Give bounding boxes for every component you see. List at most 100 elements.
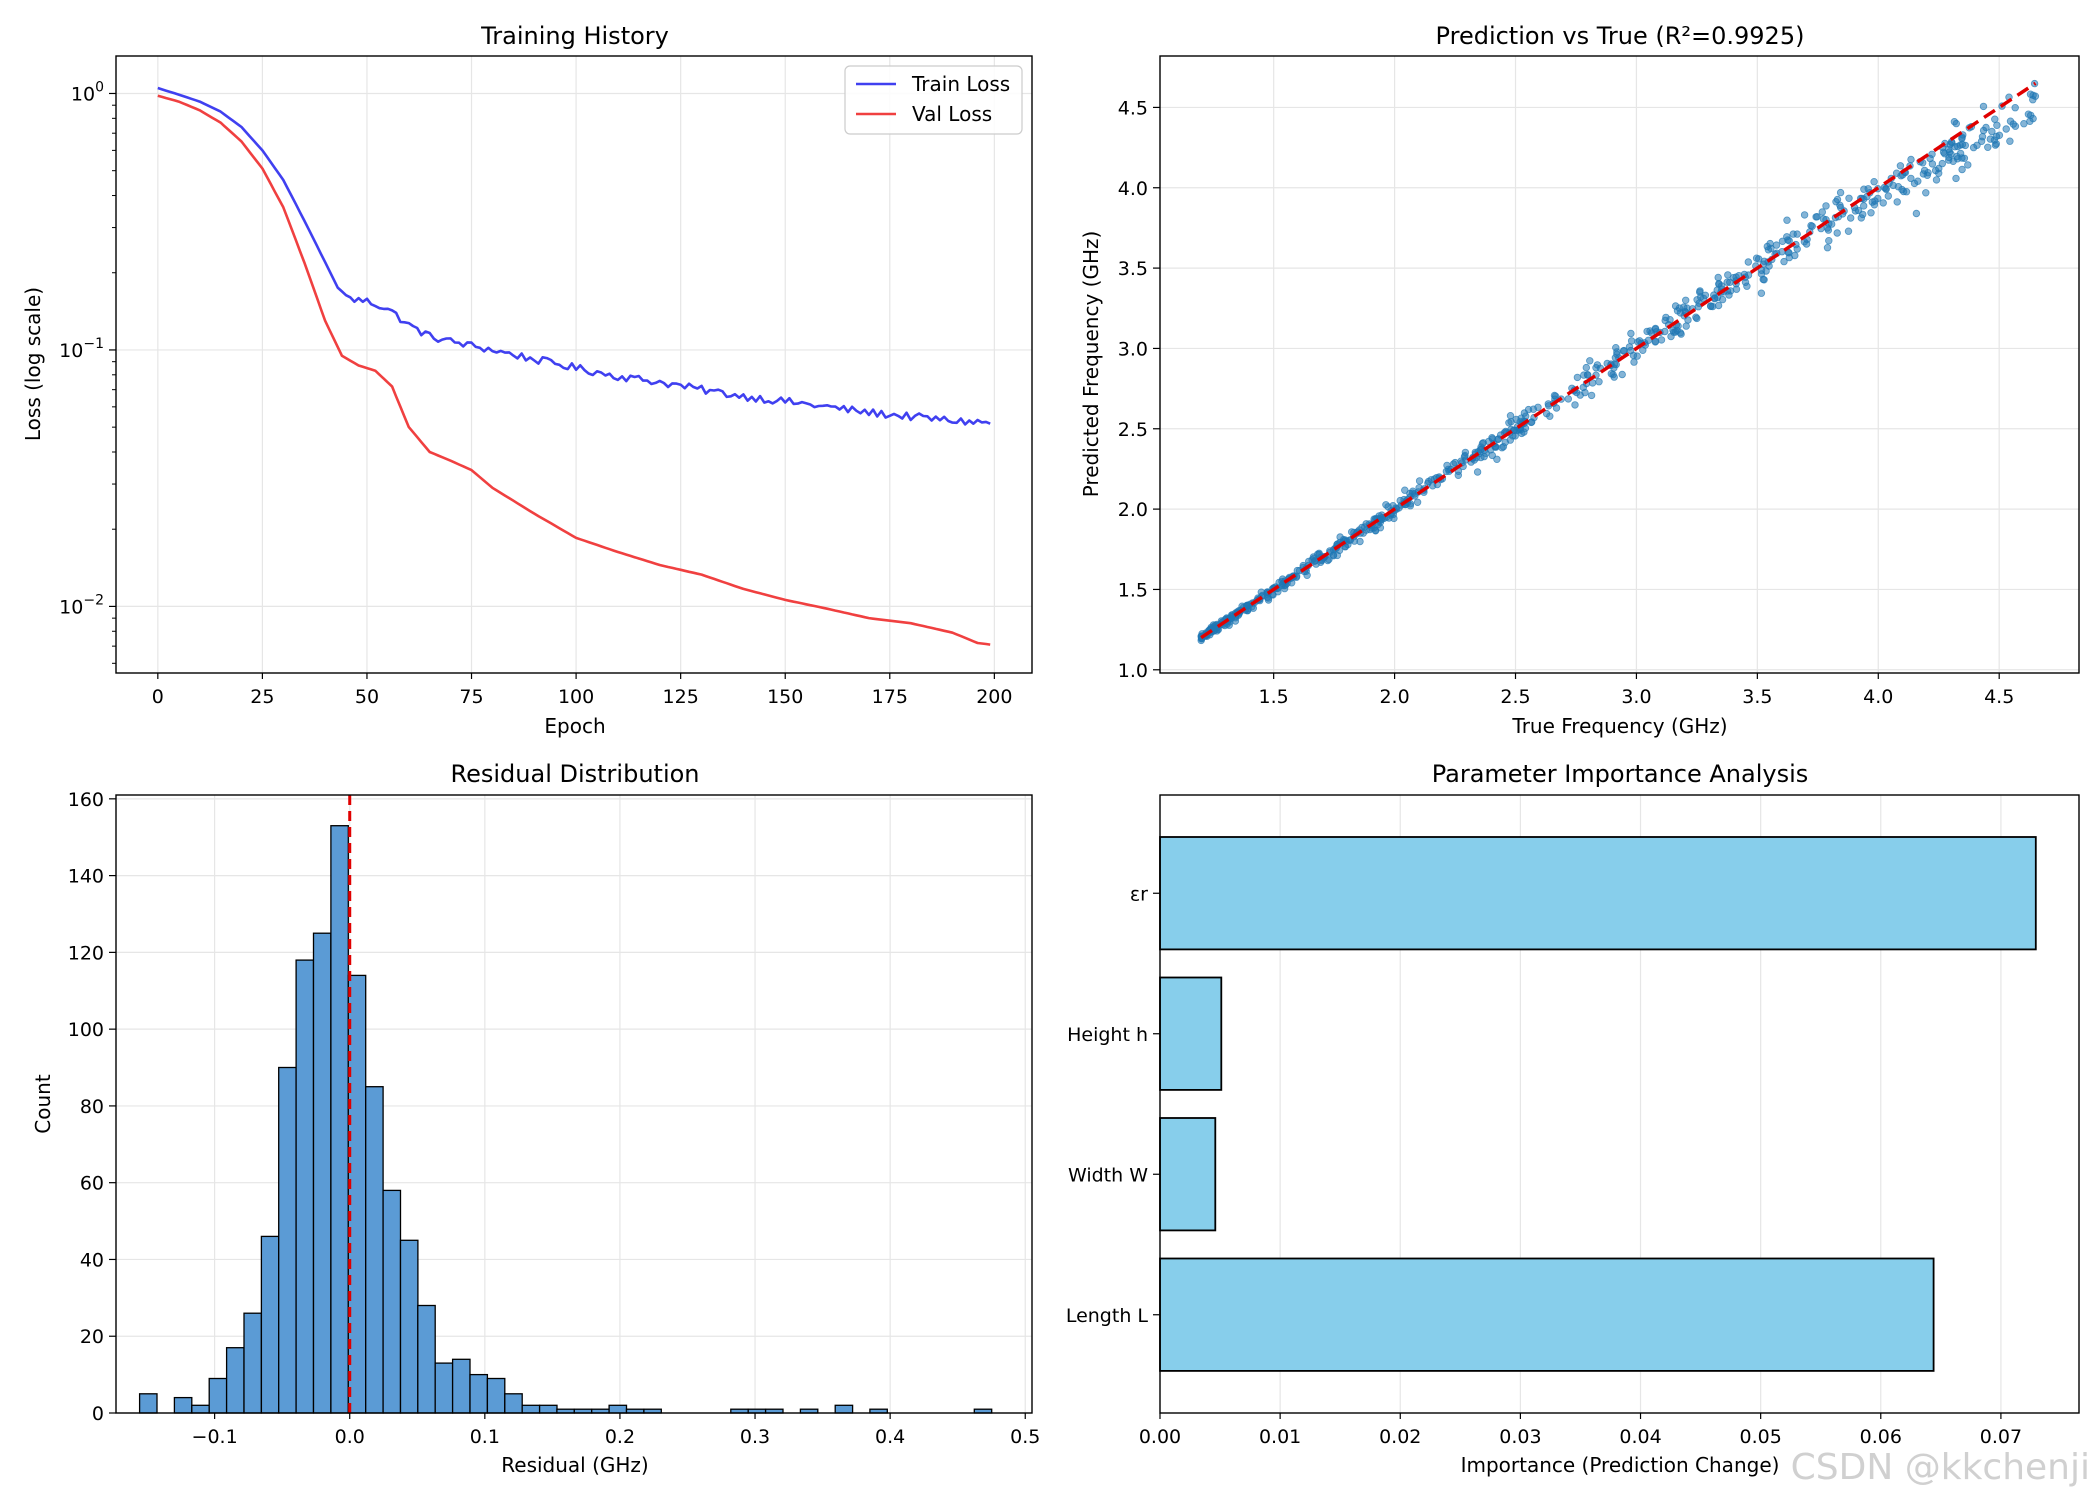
scatter-point	[1992, 140, 2000, 148]
panel-residual-distribution: Residual Distribution −0.1 0.0 0.1 0.2 0.3 0.…	[31, 760, 1040, 1477]
histogram-bar	[330, 825, 349, 1414]
scatter-point	[1956, 149, 1965, 158]
scatter-point	[1907, 155, 1915, 164]
histogram-bar	[260, 1235, 280, 1414]
scatter-point	[1726, 287, 1735, 295]
scatter-point	[1884, 192, 1892, 200]
y-tick-label: 0	[92, 1403, 104, 1425]
histogram-bar	[434, 1362, 454, 1414]
scatter-point	[2029, 95, 2037, 104]
scatter-point	[1401, 486, 1409, 494]
y-tick-label: 1.0	[1118, 660, 1148, 682]
y-tick-label: 2.0	[1118, 499, 1148, 521]
category-label: Length L	[1066, 1305, 1149, 1327]
x-tick-label: 0.5	[1010, 1426, 1040, 1448]
y-tick-label: 80	[80, 1096, 104, 1118]
x-tick-label: 0.2	[605, 1426, 635, 1448]
scatter-point	[1613, 350, 1621, 358]
scatter-point	[1682, 322, 1690, 330]
scatter-point	[1979, 126, 1988, 135]
training-history-xlabel: Epoch	[544, 714, 605, 738]
scatter-point	[2011, 103, 2019, 112]
scatter-point	[1729, 274, 1737, 282]
histogram-bar	[243, 1312, 263, 1414]
scatter-point	[1785, 237, 1793, 245]
x-tick-label: 125	[663, 686, 699, 708]
scatter-point	[1657, 336, 1666, 344]
legend-label-val: Val Loss	[912, 102, 992, 126]
scatter-point	[1534, 403, 1542, 411]
scatter-point	[1973, 141, 1981, 149]
scatter-point	[1752, 254, 1761, 262]
histogram-bar	[486, 1377, 506, 1414]
panel-prediction-vs-true: Prediction vs True (R²=0.9925) 1.5 2.0 2.5…	[1079, 22, 2080, 738]
scatter-point	[1571, 401, 1579, 409]
scatter-point	[1744, 258, 1752, 266]
scatter-point	[1934, 169, 1943, 177]
scatter-point	[1822, 202, 1830, 210]
scatter-point	[1991, 115, 1999, 123]
scatter-point	[1667, 332, 1675, 341]
scatter-point	[1480, 452, 1488, 461]
scatter-point	[2009, 120, 2017, 128]
scatter-point	[1893, 198, 1901, 206]
y-tick-label: 100	[68, 1019, 104, 1041]
x-tick-label: −0.1	[192, 1426, 238, 1448]
scatter-point	[1958, 165, 1966, 174]
scatter-point	[1827, 220, 1836, 228]
x-tick-label: 4.5	[1984, 686, 2014, 708]
scatter-point	[1836, 201, 1844, 209]
scatter-point	[1708, 302, 1717, 311]
scatter-point	[1586, 357, 1594, 365]
scatter-point	[1800, 211, 1809, 219]
x-tick-label: 0.00	[1139, 1426, 1181, 1448]
x-tick-label: 0.07	[1980, 1426, 2022, 1448]
scatter-point	[1552, 404, 1561, 412]
scatter-point	[1894, 182, 1902, 191]
scatter-point	[1681, 296, 1690, 304]
scatter-point	[1950, 117, 1959, 126]
x-tick-label: 0.05	[1739, 1426, 1781, 1448]
scatter-point	[1630, 358, 1638, 366]
scatter-point	[1584, 371, 1592, 379]
scatter-point	[1783, 216, 1791, 224]
scatter-point	[2002, 125, 2010, 133]
histogram-bar	[451, 1358, 471, 1414]
prediction-vs-true-xlabel: True Frequency (GHz)	[1511, 714, 1727, 738]
scatter-point	[1479, 439, 1487, 447]
scatter-point	[1857, 214, 1865, 222]
scatter-point	[1984, 143, 1992, 151]
histogram-bar	[208, 1377, 228, 1414]
x-tick-label: 0.06	[1860, 1426, 1902, 1448]
watermark: CSDN @kkchenji	[1790, 1447, 2090, 1488]
scatter-point	[1939, 148, 1948, 156]
y-tick-label: 10−2	[59, 592, 104, 618]
training-history-ylabel: Loss (log scale)	[21, 287, 45, 441]
scatter-point	[1947, 150, 1955, 158]
scatter-point	[1626, 346, 1635, 355]
scatter-point	[1527, 418, 1536, 426]
importance-bar	[1159, 976, 1223, 1091]
residual-distribution-ylabel: Count	[31, 1074, 55, 1134]
importance-bar	[1159, 836, 2037, 951]
x-tick-label: 0.04	[1619, 1426, 1661, 1448]
scatter-point	[1864, 185, 1872, 193]
training-history-title: Training History	[480, 22, 669, 50]
y-tick-label: 60	[80, 1173, 104, 1195]
y-tick-label: 3.0	[1118, 338, 1148, 360]
residual-distribution-title: Residual Distribution	[451, 760, 700, 788]
scatter-point	[1988, 127, 1996, 136]
scatter-point	[1757, 289, 1766, 297]
scatter-point	[1993, 121, 2001, 129]
scatter-point	[1785, 253, 1793, 262]
scatter-point	[1823, 243, 1832, 252]
x-tick-label: 0.02	[1379, 1426, 1421, 1448]
x-tick-label: 200	[976, 686, 1012, 708]
scatter-point	[1461, 451, 1469, 460]
scatter-point	[1833, 229, 1841, 237]
scatter-point	[1793, 230, 1801, 238]
scatter-point	[1564, 395, 1572, 403]
y-tick-label: 1.5	[1118, 579, 1148, 601]
scatter-point	[1759, 275, 1767, 284]
